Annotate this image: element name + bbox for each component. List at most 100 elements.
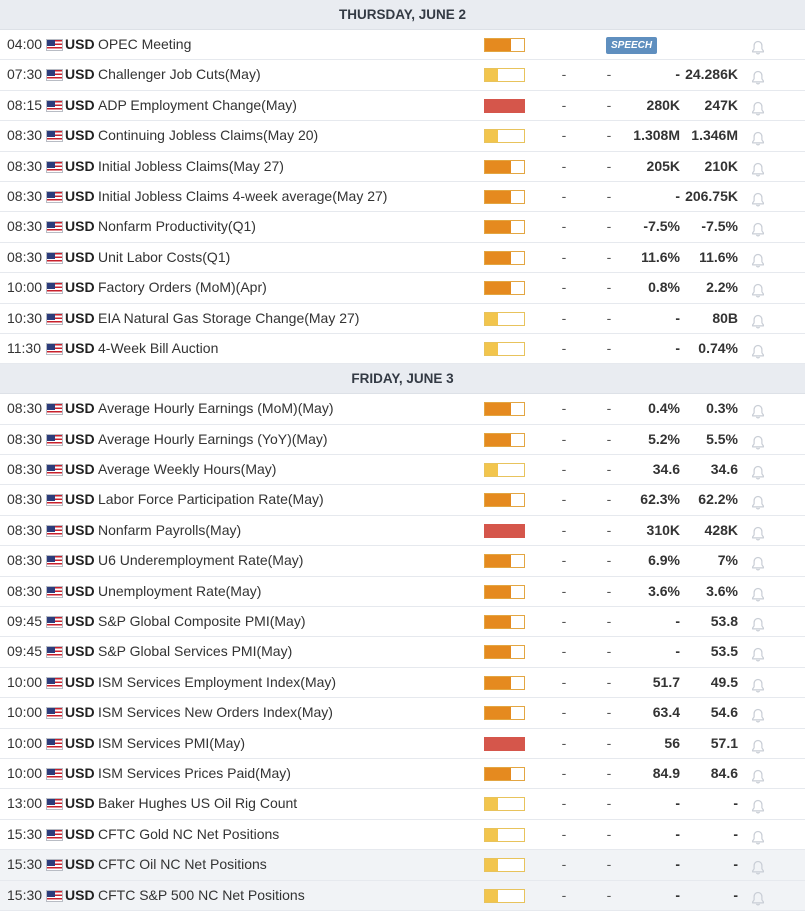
event-row[interactable]: 08:30 USD Average Weekly Hours(May) - - 34.6 3… <box>0 455 805 486</box>
event-row[interactable]: 08:30 USD Initial Jobless Claims(May 27) - -… <box>0 151 805 182</box>
event-row[interactable]: 08:30 USD U6 Underemployment Rate(May) - - 6.… <box>0 546 805 577</box>
event-time: 09:45 <box>7 643 43 660</box>
event-time: 08:30 <box>7 400 43 417</box>
bell-icon[interactable] <box>750 644 766 662</box>
event-row[interactable]: 07:30 USD Challenger Job Cuts(May) - - -24.28… <box>0 60 805 91</box>
event-row[interactable]: 09:45 USD S&P Global Services PMI(May) - - - 5… <box>0 637 805 668</box>
event-name[interactable]: Nonfarm Productivity(Q1) <box>98 218 256 235</box>
us-flag-icon <box>46 160 63 173</box>
event-consensus: - <box>606 218 612 235</box>
event-time: 08:30 <box>7 521 43 538</box>
event-row[interactable]: 11:30 USD 4-Week Bill Auction - - - 0.74% <box>0 333 805 365</box>
bell-icon[interactable] <box>750 67 766 85</box>
event-name[interactable]: ISM Services PMI(May) <box>98 734 246 751</box>
bell-icon[interactable] <box>750 462 766 480</box>
event-row[interactable]: 04:00 USD OPEC Meeting SPEECH <box>0 30 805 61</box>
bell-icon[interactable] <box>750 857 766 875</box>
event-name[interactable]: OPEC Meeting <box>98 36 192 52</box>
bell-icon[interactable] <box>750 492 766 510</box>
event-row[interactable]: 08:30 USD Unit Labor Costs(Q1) - - 11.6% 11.6% <box>0 242 805 274</box>
bell-icon[interactable] <box>750 250 766 268</box>
bell-icon[interactable] <box>750 128 766 146</box>
bell-icon[interactable] <box>750 159 766 176</box>
event-row[interactable]: 08:30 USD Nonfarm Productivity(Q1) - - -7.5% -… <box>0 212 805 243</box>
bell-icon[interactable] <box>750 553 766 571</box>
event-name[interactable]: Initial Jobless Claims(May 27) <box>98 157 284 174</box>
event-name[interactable]: S&P Global Services PMI(May) <box>98 643 293 660</box>
bell-icon[interactable] <box>750 736 766 754</box>
event-row[interactable]: 10:00 USD Factory Orders (MoM)(Apr) - - 0.8% 2… <box>0 273 805 304</box>
event-row[interactable]: 10:30 USD EIA Natural Gas Storage Change(M… <box>0 303 805 334</box>
event-row[interactable]: 15:30 USD CFTC S&P 500 NC Net Positions - - -… <box>0 880 805 911</box>
bell-icon[interactable] <box>750 796 766 814</box>
event-currency: USD <box>65 157 95 174</box>
bell-icon[interactable] <box>750 219 766 237</box>
bell-icon[interactable] <box>750 37 766 55</box>
event-name[interactable]: Average Hourly Earnings (YoY)(May) <box>98 430 328 447</box>
bell-icon[interactable] <box>750 280 766 298</box>
bell-icon[interactable] <box>750 189 766 207</box>
event-name[interactable]: Factory Orders (MoM)(Apr) <box>98 279 267 296</box>
event-row[interactable]: 08:15 USD ADP Employment Change(May) - - 280K… <box>0 90 805 122</box>
event-actual: - <box>561 430 567 447</box>
event-name[interactable]: Unemployment Rate(May) <box>98 582 262 599</box>
event-row[interactable]: 10:00 USD ISM Services Prices Paid(May) - - 8… <box>0 758 805 790</box>
event-previous: 53.8 <box>710 613 738 630</box>
bell-icon[interactable] <box>750 705 766 723</box>
bell-icon[interactable] <box>750 523 766 541</box>
event-name[interactable]: CFTC S&P 500 NC Net Positions <box>98 886 305 903</box>
event-name[interactable]: Initial Jobless Claims 4-week average(Ma… <box>98 187 388 204</box>
impact-bar-fill <box>485 707 511 720</box>
bell-icon[interactable] <box>750 827 766 845</box>
event-name[interactable]: Average Weekly Hours(May) <box>98 461 277 478</box>
event-name[interactable]: ADP Employment Change(May) <box>98 96 297 113</box>
event-row[interactable]: 09:45 USD S&P Global Composite PMI(May) - - -… <box>0 607 805 638</box>
bell-icon[interactable] <box>750 432 766 450</box>
event-row[interactable]: 15:30 USD CFTC Oil NC Net Positions - - - - <box>0 850 805 881</box>
event-row[interactable]: 08:30 USD Labor Force Participation Rate(M… <box>0 485 805 516</box>
event-row[interactable]: 15:30 USD CFTC Gold NC Net Positions - - - - <box>0 819 805 851</box>
event-row[interactable]: 08:30 USD Continuing Jobless Claims(May 20… <box>0 121 805 152</box>
event-name[interactable]: CFTC Oil NC Net Positions <box>98 856 267 873</box>
event-name[interactable]: Nonfarm Payrolls(May) <box>98 521 242 538</box>
event-name[interactable]: Labor Force Participation Rate(May) <box>98 491 324 508</box>
event-row[interactable]: 13:00 USD Baker Hughes US Oil Rig Count - - -… <box>0 789 805 820</box>
bell-icon[interactable] <box>750 766 766 784</box>
event-row[interactable]: 10:00 USD ISM Services PMI(May) - - 56 57.1 <box>0 728 805 759</box>
bell-icon[interactable] <box>750 98 766 116</box>
event-name[interactable]: S&P Global Composite PMI(May) <box>98 613 306 630</box>
bell-icon[interactable] <box>750 584 766 602</box>
event-actual: - <box>561 279 567 296</box>
impact-bar-fill <box>485 39 511 51</box>
bell-icon[interactable] <box>750 311 766 328</box>
event-name[interactable]: 4-Week Bill Auction <box>98 339 219 356</box>
event-name[interactable]: Challenger Job Cuts(May) <box>98 66 261 83</box>
event-name[interactable]: Average Hourly Earnings (MoM)(May) <box>98 400 334 417</box>
event-row[interactable]: 10:00 USD ISM Services New Orders Index(Ma… <box>0 698 805 729</box>
us-flag-icon <box>46 69 63 82</box>
bell-icon[interactable] <box>750 401 766 419</box>
impact-bar <box>484 129 525 144</box>
event-name[interactable]: ISM Services New Orders Index(May) <box>98 704 333 721</box>
event-row[interactable]: 08:30 USD Average Hourly Earnings (YoY)(Ma… <box>0 424 805 456</box>
event-row[interactable]: 08:30 USD Average Hourly Earnings (MoM)(Ma… <box>0 394 805 425</box>
event-name[interactable]: Baker Hughes US Oil Rig Count <box>98 795 298 812</box>
event-row[interactable]: 10:00 USD ISM Services Employment Index(Ma… <box>0 667 805 699</box>
bell-icon[interactable] <box>750 614 766 632</box>
event-name[interactable]: EIA Natural Gas Storage Change(May 27) <box>98 309 360 326</box>
event-name[interactable]: U6 Underemployment Rate(May) <box>98 552 304 569</box>
bell-icon[interactable] <box>750 888 766 905</box>
event-name[interactable]: Continuing Jobless Claims(May 20) <box>98 127 319 144</box>
event-row[interactable]: 08:30 USD Initial Jobless Claims 4-week av… <box>0 181 805 213</box>
event-row[interactable]: 08:30 USD Unemployment Rate(May) - - 3.6% 3.6% <box>0 576 805 608</box>
event-name[interactable]: ISM Services Prices Paid(May) <box>98 764 291 781</box>
event-name[interactable]: Unit Labor Costs(Q1) <box>98 248 231 265</box>
event-name[interactable]: ISM Services Employment Index(May) <box>98 673 337 690</box>
event-row[interactable]: 08:30 USD Nonfarm Payrolls(May) - - 310K 428K <box>0 515 805 547</box>
event-consensus: - <box>606 673 612 690</box>
event-consensus: - <box>606 461 612 478</box>
event-name[interactable]: CFTC Gold NC Net Positions <box>98 825 280 842</box>
bell-icon[interactable] <box>750 675 766 693</box>
bell-icon[interactable] <box>750 341 766 359</box>
event-previous: 1.346M <box>691 127 738 144</box>
